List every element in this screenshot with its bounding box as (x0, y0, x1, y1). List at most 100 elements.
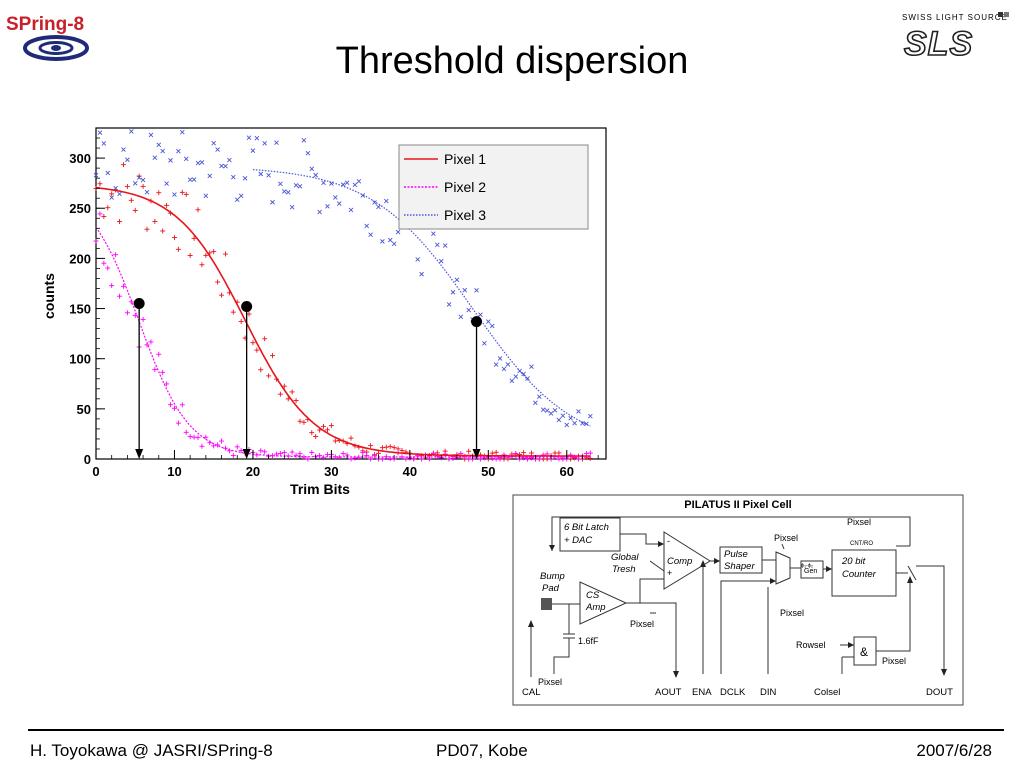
cs-amp-block (579, 581, 628, 625)
footer-divider (28, 729, 1004, 731)
data-point (305, 150, 311, 156)
data-point (238, 448, 244, 454)
data-point (383, 444, 389, 450)
data-point (462, 287, 468, 293)
data-point (387, 444, 393, 450)
y-axis-label: counts (41, 273, 57, 319)
data-point (219, 292, 225, 298)
data-point (164, 181, 169, 186)
data-point (376, 204, 381, 210)
data-point (140, 183, 146, 189)
data-point (395, 229, 401, 235)
data-point (587, 455, 593, 461)
diagram-title: PILATUS II Pixel Cell (684, 499, 791, 511)
data-point (509, 378, 515, 384)
data-point (321, 423, 327, 429)
data-point (489, 450, 495, 456)
data-point (356, 179, 362, 184)
data-point (277, 450, 283, 456)
data-point (364, 223, 370, 229)
data-point (438, 258, 444, 264)
data-point (556, 450, 562, 456)
series-line-3 (252, 169, 591, 427)
data-point (528, 450, 534, 456)
data-point (497, 456, 503, 462)
data-point (199, 160, 205, 165)
data-point (124, 183, 130, 189)
sls-square-icon (998, 12, 1003, 17)
data-point (540, 407, 546, 412)
data-point (325, 204, 330, 209)
data-point (270, 353, 276, 359)
chart-legend: Pixel 1 Pixel 2 Pixel 3 (398, 144, 589, 230)
pin-aout: AOUT (655, 687, 682, 698)
data-point (97, 181, 103, 187)
data-point (529, 364, 534, 369)
data-point (211, 249, 217, 255)
data-point (368, 456, 374, 462)
data-point (124, 310, 130, 316)
cnt-ro-label: CNT/RO (850, 541, 873, 547)
y-tick-label: 200 (69, 251, 91, 266)
data-point (140, 177, 146, 183)
threshold-point (471, 316, 483, 328)
data-point (368, 232, 373, 237)
bump-pad-icon (541, 598, 552, 610)
data-point (156, 142, 162, 148)
data-point (262, 141, 268, 146)
data-point (446, 302, 452, 307)
rowsel-label: Rowsel (796, 640, 826, 650)
data-point (289, 204, 295, 210)
y-tick-label: 300 (69, 151, 91, 166)
data-point (391, 445, 397, 451)
data-point (144, 226, 150, 232)
data-point (238, 318, 244, 324)
data-point (195, 160, 201, 166)
pixsel-label-and: Pixsel (882, 656, 906, 666)
global-tresh-label-2: Tresh (612, 564, 636, 575)
data-point (281, 449, 287, 455)
data-point (211, 443, 217, 449)
data-point (266, 373, 272, 379)
data-point (93, 172, 99, 178)
spring8-logo: SPring-8 (6, 14, 89, 61)
data-point (160, 369, 166, 375)
data-point (348, 435, 354, 441)
data-point (215, 279, 221, 285)
data-point (191, 235, 197, 241)
data-point (191, 434, 197, 440)
data-point (117, 293, 123, 299)
data-point (203, 434, 209, 440)
y-tick-label: 100 (69, 352, 91, 367)
data-point (187, 177, 193, 182)
data-point (548, 411, 554, 416)
data-point (219, 163, 224, 169)
data-point (101, 214, 107, 220)
data-point (238, 193, 244, 199)
data-point (222, 251, 228, 257)
series-line-2 (95, 226, 591, 458)
sls-logo-mark: SLS (904, 25, 973, 63)
comp-plus-label: + (667, 568, 672, 578)
data-point (211, 140, 217, 146)
data-point (380, 239, 385, 244)
data-point (387, 237, 393, 243)
data-point (132, 181, 138, 186)
data-point (148, 339, 154, 345)
data-point (132, 313, 138, 319)
data-point (321, 455, 327, 461)
data-point (482, 341, 487, 346)
data-point (254, 347, 260, 353)
data-point (109, 191, 115, 197)
and-gate-label: & (860, 645, 868, 659)
pin-din: DIN (760, 687, 777, 698)
csamp-label-1: CS (586, 590, 600, 601)
data-point (368, 443, 374, 449)
data-point (513, 374, 519, 379)
data-point (556, 456, 562, 462)
csamp-label-2: Amp (585, 602, 606, 613)
y-tick-label: 0 (84, 452, 91, 467)
data-point (140, 316, 146, 322)
data-point (277, 391, 283, 397)
data-point (144, 189, 150, 195)
